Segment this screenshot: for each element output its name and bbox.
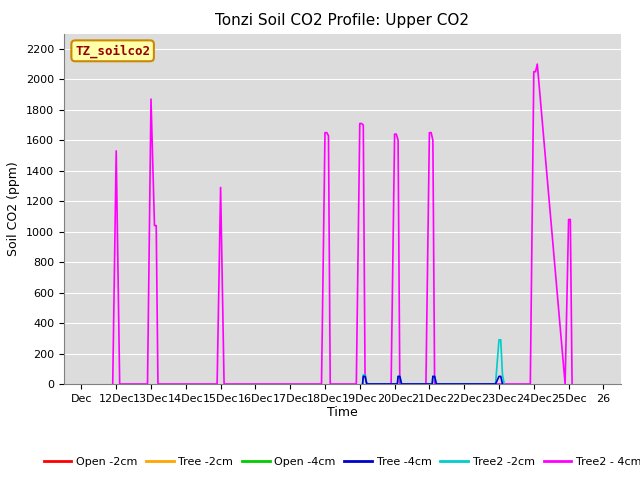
Legend: Open -2cm, Tree -2cm, Open -4cm, Tree -4cm, Tree2 -2cm, Tree2 - 4cm: Open -2cm, Tree -2cm, Open -4cm, Tree -4…	[39, 453, 640, 471]
X-axis label: Time: Time	[327, 407, 358, 420]
Y-axis label: Soil CO2 (ppm): Soil CO2 (ppm)	[8, 161, 20, 256]
Title: Tonzi Soil CO2 Profile: Upper CO2: Tonzi Soil CO2 Profile: Upper CO2	[216, 13, 469, 28]
Text: TZ_soilco2: TZ_soilco2	[75, 44, 150, 58]
